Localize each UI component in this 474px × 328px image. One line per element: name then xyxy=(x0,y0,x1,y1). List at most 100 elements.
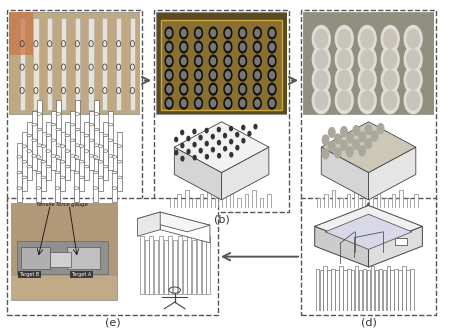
Circle shape xyxy=(239,55,246,67)
Circle shape xyxy=(335,67,353,93)
Bar xyxy=(377,190,380,208)
Polygon shape xyxy=(174,122,269,173)
Circle shape xyxy=(205,154,209,159)
Circle shape xyxy=(255,72,260,79)
Circle shape xyxy=(268,27,276,39)
Circle shape xyxy=(240,44,245,51)
Circle shape xyxy=(194,27,202,39)
Bar xyxy=(363,269,366,311)
Circle shape xyxy=(242,126,245,130)
Ellipse shape xyxy=(70,154,75,157)
Bar xyxy=(170,198,173,208)
Bar xyxy=(207,190,211,208)
Ellipse shape xyxy=(74,187,79,189)
Bar xyxy=(11,276,117,300)
Bar xyxy=(79,133,84,191)
Circle shape xyxy=(167,57,172,65)
Circle shape xyxy=(199,135,202,140)
Bar xyxy=(154,239,158,295)
Bar xyxy=(192,198,196,208)
Circle shape xyxy=(268,83,276,95)
Circle shape xyxy=(167,72,172,79)
Bar xyxy=(17,241,109,274)
Text: (b): (b) xyxy=(214,214,229,224)
Circle shape xyxy=(371,131,378,141)
Circle shape xyxy=(270,30,274,36)
Bar xyxy=(407,198,410,208)
Circle shape xyxy=(338,71,351,89)
Bar xyxy=(55,143,60,202)
Bar xyxy=(230,190,233,208)
Bar xyxy=(197,236,201,295)
Circle shape xyxy=(407,91,419,110)
Bar xyxy=(335,270,339,311)
Ellipse shape xyxy=(17,187,22,189)
Circle shape xyxy=(365,125,372,134)
Ellipse shape xyxy=(51,139,56,142)
Circle shape xyxy=(384,30,397,48)
Bar xyxy=(319,270,323,311)
Circle shape xyxy=(211,44,216,51)
Circle shape xyxy=(248,132,251,136)
Bar xyxy=(183,239,187,295)
Circle shape xyxy=(194,41,202,53)
Circle shape xyxy=(226,86,230,93)
Circle shape xyxy=(347,133,353,143)
Circle shape xyxy=(239,83,246,95)
Ellipse shape xyxy=(17,155,22,158)
Circle shape xyxy=(226,100,230,107)
Ellipse shape xyxy=(112,171,117,174)
Circle shape xyxy=(211,86,216,93)
Circle shape xyxy=(404,26,422,52)
Bar xyxy=(47,18,52,110)
Bar xyxy=(145,239,149,295)
Circle shape xyxy=(338,30,351,48)
Circle shape xyxy=(224,133,227,138)
Circle shape xyxy=(180,69,188,81)
Ellipse shape xyxy=(32,139,37,142)
Bar xyxy=(89,18,94,110)
Circle shape xyxy=(270,44,274,51)
Circle shape xyxy=(165,97,173,109)
Circle shape xyxy=(240,72,245,79)
Circle shape xyxy=(407,71,419,89)
Bar xyxy=(60,133,65,191)
Bar xyxy=(70,111,75,170)
Circle shape xyxy=(211,148,214,152)
Bar xyxy=(386,266,390,311)
Circle shape xyxy=(239,41,246,53)
Circle shape xyxy=(194,83,202,95)
Circle shape xyxy=(268,97,276,109)
Bar xyxy=(200,194,203,208)
Bar xyxy=(324,194,328,208)
Bar xyxy=(130,18,135,110)
Ellipse shape xyxy=(117,160,122,163)
Bar xyxy=(33,18,38,110)
Bar xyxy=(260,198,264,208)
Bar xyxy=(317,198,320,208)
Bar xyxy=(252,190,256,208)
Circle shape xyxy=(182,86,186,93)
Bar xyxy=(74,143,79,202)
Circle shape xyxy=(165,27,173,39)
Bar xyxy=(37,100,42,159)
Circle shape xyxy=(315,91,328,110)
Bar xyxy=(56,100,61,159)
Ellipse shape xyxy=(65,165,70,168)
Bar xyxy=(11,203,117,300)
Ellipse shape xyxy=(79,145,84,147)
Ellipse shape xyxy=(89,139,94,142)
Bar xyxy=(395,238,407,245)
Ellipse shape xyxy=(27,150,32,152)
Circle shape xyxy=(240,100,245,107)
Circle shape xyxy=(255,100,260,107)
Ellipse shape xyxy=(94,113,99,115)
Polygon shape xyxy=(321,122,416,173)
Bar xyxy=(22,133,27,191)
Circle shape xyxy=(180,27,188,39)
Circle shape xyxy=(193,155,196,160)
Polygon shape xyxy=(137,212,210,232)
Circle shape xyxy=(404,46,422,72)
Circle shape xyxy=(346,147,353,157)
Bar xyxy=(323,266,327,311)
